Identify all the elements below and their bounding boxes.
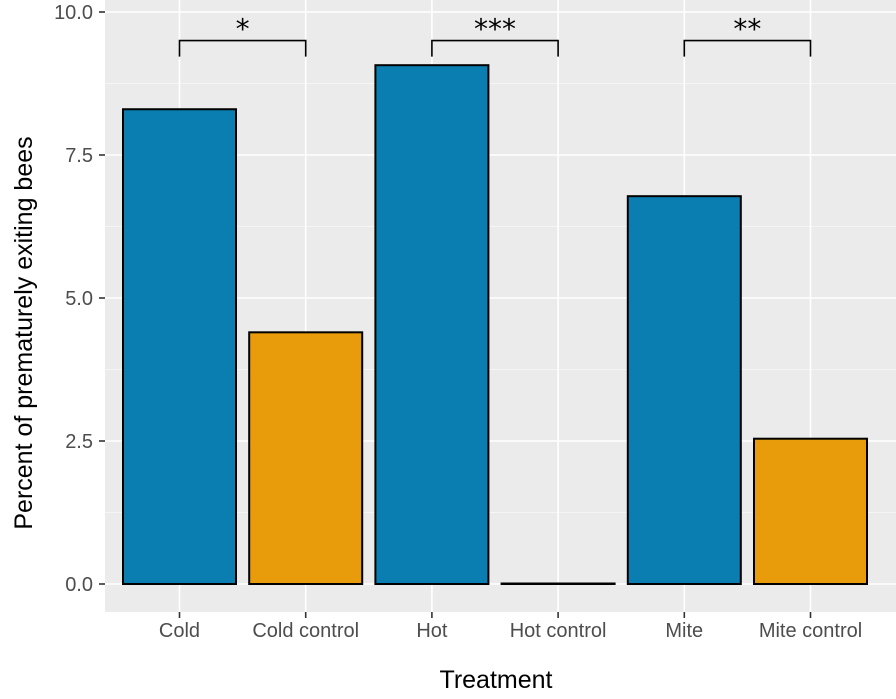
- y-axis-title: Percent of prematurely exiting bees: [10, 136, 38, 529]
- x-tick-label: Mite control: [759, 620, 862, 642]
- bar-cold-control: [248, 331, 364, 585]
- bar-hot-control: [500, 582, 616, 585]
- y-tick-label: 2.5: [65, 431, 93, 453]
- bar-mite-control: [753, 437, 868, 585]
- y-tick-label: 7.5: [65, 145, 93, 167]
- significance-label: **: [733, 13, 761, 46]
- bars: [122, 64, 868, 586]
- y-tick-label: 5.0: [65, 288, 93, 310]
- significance-label: ***: [474, 13, 516, 46]
- x-tick-label: Cold: [159, 620, 200, 642]
- significance-bracket: [683, 39, 812, 57]
- x-tick-label: Hot control: [510, 620, 607, 642]
- x-tick-label: Mite: [665, 620, 703, 642]
- bar-cold: [122, 108, 237, 586]
- significance-label: *: [236, 13, 250, 46]
- y-tick-label: 10.0: [54, 2, 93, 24]
- significance-bracket: [431, 39, 559, 57]
- bar-mite: [626, 195, 742, 586]
- x-axis-title: Treatment: [439, 666, 552, 694]
- significance-brackets: * *** **: [178, 13, 812, 57]
- significance-bracket: [178, 39, 307, 57]
- x-tick-label: Hot: [416, 620, 448, 642]
- axes: 0.0 2.5 5.0 7.5 10.0 Cold Cold control Hot Hot c…: [54, 2, 862, 642]
- x-tick-label: Cold control: [252, 620, 359, 642]
- bar-hot: [374, 64, 490, 586]
- y-tick-label: 0.0: [65, 574, 93, 596]
